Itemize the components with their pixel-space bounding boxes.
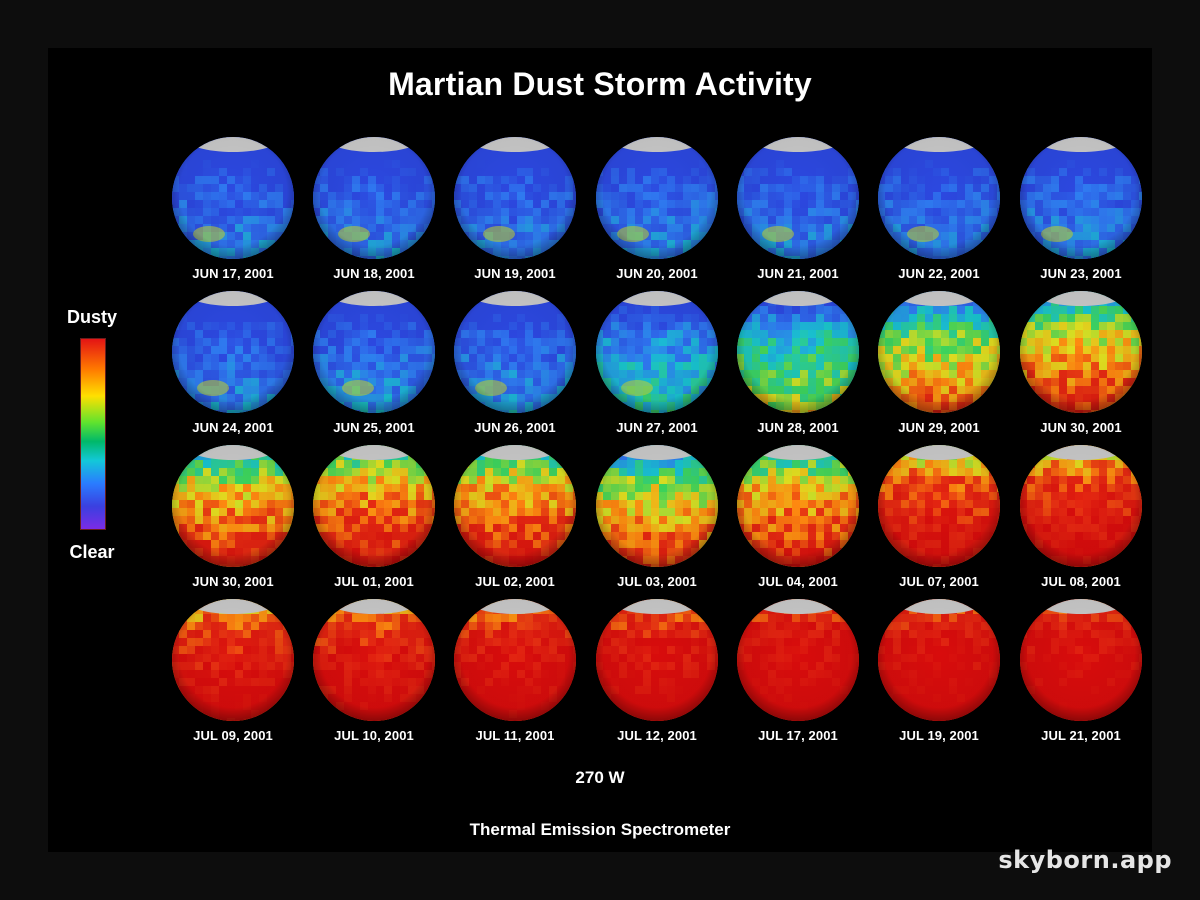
globe-cell: JUN 22, 2001 [874,136,1004,286]
globe-cell: JUN 23, 2001 [1016,136,1146,286]
globe-cell: JUL 04, 2001 [733,444,863,594]
globe-cell: JUN 27, 2001 [592,290,722,440]
globe-cell: JUL 02, 2001 [450,444,580,594]
globe-date-label: JUN 17, 2001 [192,266,274,281]
globe-cell: JUL 03, 2001 [592,444,722,594]
globe-date-label: JUN 23, 2001 [1040,266,1122,281]
mars-globe [454,445,576,567]
mars-globe [878,291,1000,413]
globe-date-label: JUN 21, 2001 [757,266,839,281]
mars-globe [596,137,718,259]
globe-date-label: JUL 19, 2001 [899,728,979,743]
globe-cell: JUL 01, 2001 [309,444,439,594]
globe-date-label: JUL 02, 2001 [475,574,555,589]
mars-globe [596,291,718,413]
globe-date-label: JUL 01, 2001 [334,574,414,589]
mars-globe [737,291,859,413]
legend-clear-label: Clear [69,542,115,562]
mars-globe [454,137,576,259]
globe-date-label: JUN 30, 2001 [192,574,274,589]
globe-date-label: JUN 30, 2001 [1040,420,1122,435]
mars-globe [313,137,435,259]
globe-cell: JUL 07, 2001 [874,444,1004,594]
mars-globe [454,599,576,721]
globe-date-label: JUL 07, 2001 [899,574,979,589]
mars-globe [737,599,859,721]
globe-date-label: JUL 21, 2001 [1041,728,1121,743]
globe-date-label: JUN 22, 2001 [898,266,980,281]
globe-date-label: JUL 04, 2001 [758,574,838,589]
globe-date-label: JUN 27, 2001 [616,420,698,435]
globe-cell: JUL 10, 2001 [309,598,439,748]
mars-globe [878,137,1000,259]
globe-date-label: JUN 28, 2001 [757,420,839,435]
globe-date-label: JUN 26, 2001 [474,420,556,435]
globe-date-label: JUL 09, 2001 [193,728,273,743]
globe-cell: JUN 26, 2001 [450,290,580,440]
mars-globe [1020,137,1142,259]
mars-globe [454,291,576,413]
mars-globe [596,599,718,721]
mars-globe [1020,291,1142,413]
globe-date-label: JUN 29, 2001 [898,420,980,435]
mars-globe [737,445,859,567]
globe-date-label: JUN 19, 2001 [474,266,556,281]
globe-cell: JUN 28, 2001 [733,290,863,440]
mars-globe [313,445,435,567]
mars-globe [313,291,435,413]
mars-globe [596,445,718,567]
mars-globe [172,291,294,413]
watermark: skyborn.app [998,846,1172,874]
globe-cell: JUN 21, 2001 [733,136,863,286]
globe-cell: JUN 24, 2001 [168,290,298,440]
globe-date-label: JUL 10, 2001 [334,728,414,743]
globe-date-label: JUL 11, 2001 [475,728,555,743]
globe-cell: JUN 30, 2001 [168,444,298,594]
mars-globe [1020,599,1142,721]
globe-date-label: JUN 25, 2001 [333,420,415,435]
globe-date-label: JUL 03, 2001 [617,574,697,589]
globe-cell: JUN 20, 2001 [592,136,722,286]
mars-globe [172,599,294,721]
longitude-label: 270 W [575,768,625,787]
globe-date-label: JUN 20, 2001 [616,266,698,281]
globe-cell: JUN 30, 2001 [1016,290,1146,440]
globe-cell: JUL 08, 2001 [1016,444,1146,594]
globe-cell: JUN 18, 2001 [309,136,439,286]
mars-globe [878,599,1000,721]
mars-globe [172,137,294,259]
globe-cell: JUL 17, 2001 [733,598,863,748]
page-title: Martian Dust Storm Activity [388,66,812,102]
globe-cell: JUL 19, 2001 [874,598,1004,748]
mars-globe [878,445,1000,567]
globe-cell: JUL 12, 2001 [592,598,722,748]
globe-cell: JUN 29, 2001 [874,290,1004,440]
legend-dusty-label: Dusty [66,307,117,327]
globe-date-label: JUL 17, 2001 [758,728,838,743]
globe-cell: JUN 25, 2001 [309,290,439,440]
globe-date-label: JUL 08, 2001 [1041,574,1121,589]
dust-color-scale [80,338,106,530]
globe-cell: JUL 09, 2001 [168,598,298,748]
mars-globe [172,445,294,567]
globe-cell: JUN 19, 2001 [450,136,580,286]
globe-date-label: JUL 12, 2001 [617,728,697,743]
globe-cell: JUL 11, 2001 [450,598,580,748]
mars-globe [1020,445,1142,567]
globe-cell: JUN 17, 2001 [168,136,298,286]
globe-date-label: JUN 24, 2001 [192,420,274,435]
mars-globe [737,137,859,259]
instrument-label: Thermal Emission Spectrometer [469,820,731,839]
globe-date-label: JUN 18, 2001 [333,266,415,281]
mars-globe [313,599,435,721]
globe-cell: JUL 21, 2001 [1016,598,1146,748]
